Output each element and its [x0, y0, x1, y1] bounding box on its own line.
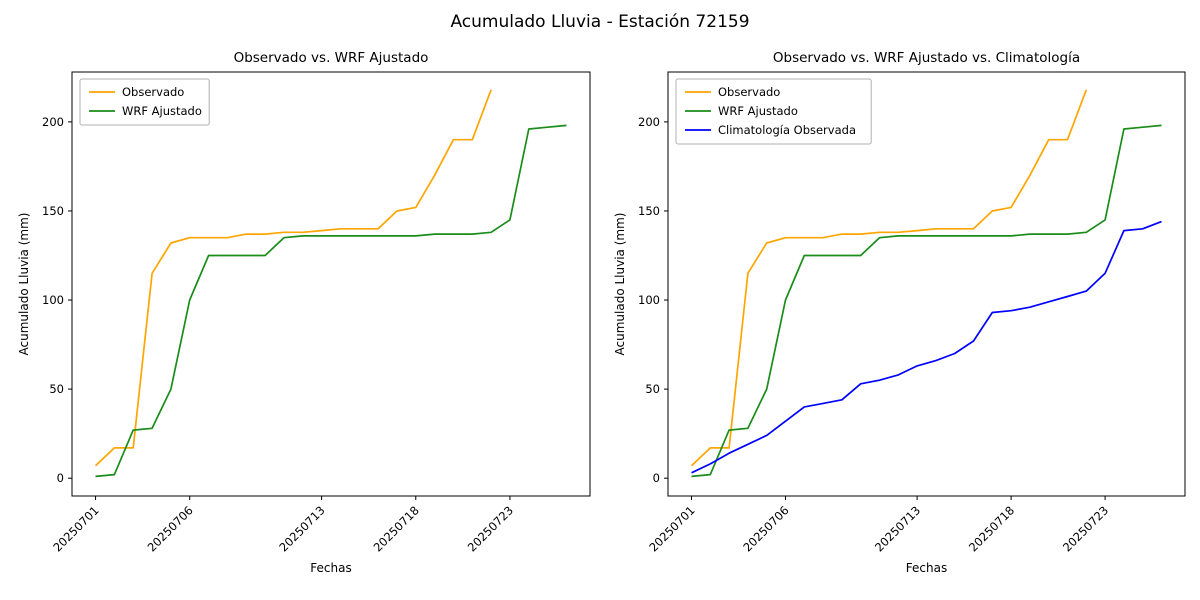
x-tick-label: 20250701 [50, 503, 101, 554]
left-chart: 0 50 100 150 200 20250701 20250706 20250713 2025… [17, 50, 591, 575]
x-tick-label: 20250713 [872, 503, 923, 554]
x-tick-label: 20250723 [465, 503, 516, 554]
y-tick-label: 50 [49, 382, 64, 396]
legend-box [79, 78, 210, 126]
y-tick-label: 200 [638, 115, 660, 129]
line-wrf-ajustado [95, 124, 567, 478]
legend-label: WRF Ajustado [122, 104, 202, 118]
legend-label: Climatología Observada [718, 123, 856, 137]
figure-title: Acumulado Lluvia - Estación 72159 [450, 12, 750, 32]
legend: Observado WRF Ajustado Climatología Observ… [675, 78, 872, 145]
x-axis: 20250701 20250706 20250713 20250718 20250723 [50, 496, 516, 555]
line-wrf-ajustado [691, 124, 1162, 478]
legend-label: Observado [718, 85, 780, 99]
plot-background [72, 72, 590, 496]
x-tick-label: 20250701 [646, 503, 697, 554]
axes-frame [667, 71, 1186, 497]
line-observado [94, 89, 492, 467]
y-tick-label: 100 [638, 293, 660, 307]
x-tick-label: 20250718 [371, 503, 422, 554]
y-tick-label: 150 [42, 204, 64, 218]
legend-label: WRF Ajustado [718, 104, 798, 118]
x-tick-label: 20250706 [740, 503, 791, 554]
axes-frame [71, 71, 591, 497]
x-axis-label: Fechas [906, 561, 947, 575]
legend-box [675, 78, 872, 145]
x-tick-label: 20250723 [1060, 503, 1111, 554]
y-axis-label: Acumulado Lluvia (mm) [613, 213, 627, 356]
y-tick-label: 50 [645, 382, 660, 396]
right-chart: 0 50 100 150 200 20250701 20250706 20250713 2025… [600, 0, 1200, 600]
x-axis: 20250701 20250706 20250713 20250718 20250723 [646, 496, 1111, 555]
subplot-title: Observado vs. WRF Ajustado [234, 50, 429, 66]
x-axis-label: Fechas [310, 561, 351, 575]
legend: Observado WRF Ajustado [79, 78, 210, 126]
y-tick-label: 0 [57, 471, 64, 485]
y-tick-label: 150 [638, 204, 660, 218]
legend-label: Observado [122, 85, 184, 99]
line-observado [690, 89, 1088, 467]
y-tick-label: 0 [653, 471, 660, 485]
y-axis: 0 50 100 150 200 [638, 115, 668, 485]
x-tick-label: 20250718 [966, 503, 1017, 554]
y-axis-label: Acumulado Lluvia (mm) [17, 213, 31, 356]
x-tick-label: 20250713 [276, 503, 327, 554]
y-tick-label: 200 [42, 115, 64, 129]
subplot-title: Observado vs. WRF Ajustado vs. Climatolo… [773, 50, 1080, 66]
y-axis: 0 50 100 150 200 [42, 115, 72, 485]
line-climatologia-observada [691, 220, 1162, 474]
x-tick-label: 20250706 [145, 503, 196, 554]
y-tick-label: 100 [42, 293, 64, 307]
